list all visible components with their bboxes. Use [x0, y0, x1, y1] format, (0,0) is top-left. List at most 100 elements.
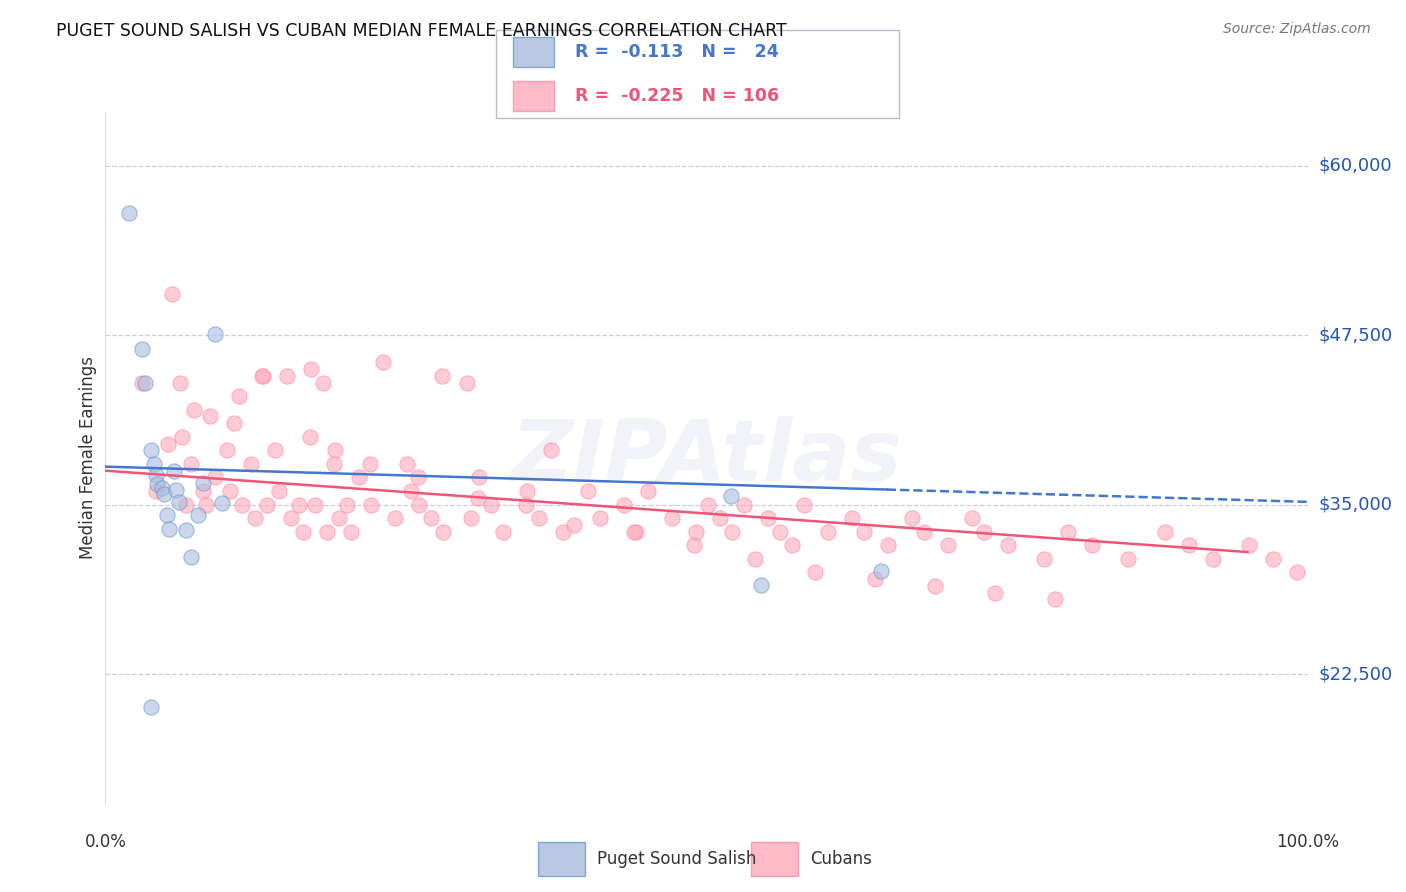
Point	[869, 564, 891, 578]
Point	[1285, 566, 1308, 580]
Point	[553, 524, 575, 539]
Point	[131, 342, 153, 356]
Point	[399, 483, 422, 498]
Y-axis label: Median Female Earnings: Median Female Earnings	[79, 356, 97, 558]
Text: $35,000: $35,000	[1319, 496, 1393, 514]
Point	[169, 376, 191, 390]
Point	[1118, 551, 1140, 566]
Point	[174, 498, 197, 512]
Point	[252, 368, 274, 383]
Point	[1043, 592, 1066, 607]
Point	[250, 368, 273, 383]
Point	[960, 511, 983, 525]
Text: 0.0%: 0.0%	[84, 833, 127, 851]
Point	[1153, 524, 1175, 539]
Point	[1237, 538, 1260, 552]
Point	[430, 368, 453, 383]
Point	[696, 498, 718, 512]
Point	[153, 487, 176, 501]
FancyBboxPatch shape	[513, 37, 554, 67]
Point	[733, 498, 755, 512]
Point	[165, 483, 187, 497]
Point	[780, 538, 803, 552]
Point	[744, 551, 766, 566]
Point	[1177, 538, 1199, 552]
Point	[576, 483, 599, 498]
Point	[406, 470, 429, 484]
Point	[685, 524, 707, 539]
Point	[709, 511, 731, 525]
Point	[163, 464, 186, 478]
Point	[145, 483, 167, 498]
Point	[191, 475, 214, 490]
Point	[1201, 551, 1223, 566]
Point	[118, 206, 141, 220]
Point	[322, 457, 344, 471]
Point	[243, 511, 266, 525]
Point	[264, 443, 287, 458]
Point	[973, 524, 995, 539]
Point	[280, 511, 302, 525]
Text: $22,500: $22,500	[1319, 665, 1393, 683]
Point	[516, 483, 538, 498]
Point	[924, 579, 946, 593]
Point	[468, 470, 491, 484]
Point	[191, 483, 214, 498]
Point	[139, 699, 162, 714]
Point	[720, 490, 742, 504]
Text: Source: ZipAtlas.com: Source: ZipAtlas.com	[1223, 22, 1371, 37]
Point	[336, 498, 359, 512]
Point	[562, 517, 585, 532]
Text: $60,000: $60,000	[1319, 157, 1392, 175]
Text: Puget Sound Salish: Puget Sound Salish	[598, 850, 756, 868]
Point	[328, 511, 350, 525]
Point	[420, 511, 443, 525]
Text: ZIPAtlas: ZIPAtlas	[510, 416, 903, 499]
Point	[613, 498, 636, 512]
Point	[360, 498, 382, 512]
Point	[720, 524, 742, 539]
Point	[315, 524, 337, 539]
Point	[298, 430, 321, 444]
Point	[219, 483, 242, 498]
Point	[172, 430, 194, 444]
Point	[180, 550, 202, 565]
FancyBboxPatch shape	[513, 81, 554, 111]
FancyBboxPatch shape	[538, 842, 585, 876]
Point	[156, 436, 179, 450]
Point	[228, 389, 250, 403]
Point	[877, 538, 900, 552]
Point	[239, 457, 262, 471]
Point	[347, 470, 370, 484]
Point	[183, 402, 205, 417]
Point	[156, 508, 179, 523]
Point	[396, 457, 419, 471]
Point	[853, 524, 876, 539]
Point	[515, 498, 537, 512]
Text: PUGET SOUND SALISH VS CUBAN MEDIAN FEMALE EARNINGS CORRELATION CHART: PUGET SOUND SALISH VS CUBAN MEDIAN FEMAL…	[56, 22, 787, 40]
Point	[139, 443, 162, 458]
Point	[984, 585, 1007, 599]
Point	[756, 511, 779, 525]
Point	[134, 376, 156, 390]
Point	[529, 511, 551, 525]
Point	[749, 577, 772, 591]
Point	[291, 524, 314, 539]
Point	[467, 491, 489, 505]
Point	[936, 538, 959, 552]
Point	[623, 524, 645, 539]
Point	[256, 498, 278, 512]
Point	[1081, 538, 1104, 552]
Point	[174, 524, 197, 538]
Point	[215, 443, 238, 458]
Point	[624, 524, 647, 539]
Point	[432, 524, 454, 539]
Point	[456, 376, 478, 390]
Point	[157, 522, 180, 536]
Point	[299, 362, 322, 376]
Text: $47,500: $47,500	[1319, 326, 1393, 344]
Point	[912, 524, 935, 539]
Point	[195, 498, 218, 512]
Point	[683, 538, 706, 552]
Point	[145, 467, 167, 482]
